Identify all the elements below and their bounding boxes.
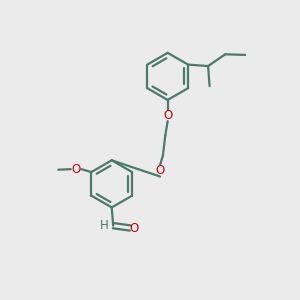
Text: O: O [155,164,165,177]
Text: O: O [71,163,81,176]
Text: O: O [163,109,172,122]
Text: H: H [100,219,109,232]
Text: O: O [130,221,139,235]
